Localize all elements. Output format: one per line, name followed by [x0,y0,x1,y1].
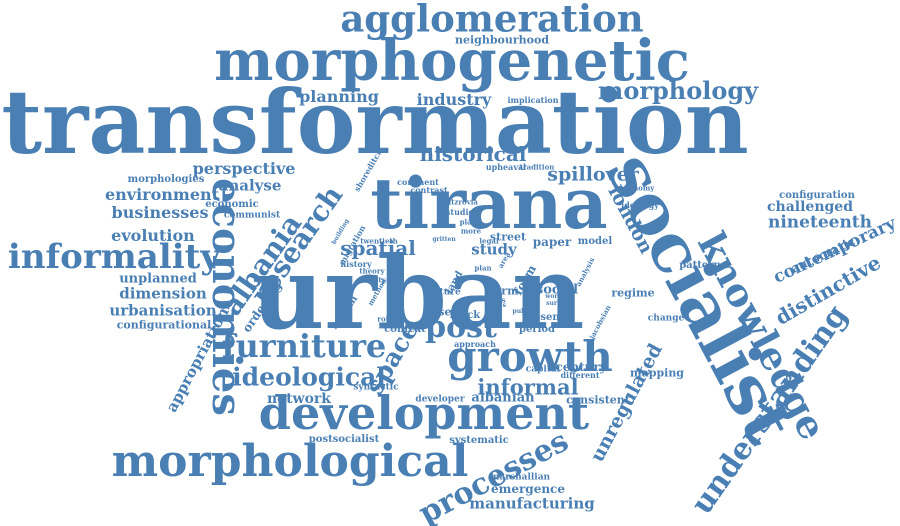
word: context [384,324,426,335]
word: survey [546,300,568,307]
word: emergence [491,482,565,496]
word: ideological [232,362,386,392]
word: neighbourhood [454,33,550,47]
word: morphological [111,436,469,487]
word: businesses [111,203,209,222]
word: spatial [340,236,416,260]
word: tradition [519,162,555,172]
word: block [449,310,481,321]
word: worker [545,293,569,300]
word: street [489,230,527,244]
word: fitzrovia [446,197,478,207]
word: developer [415,394,465,405]
word: dimension [119,284,207,303]
word: morphogenetic [214,28,690,94]
word: pattern [679,260,721,271]
word: studies [445,207,479,217]
word: industry [416,90,492,109]
word: economic [205,199,259,210]
word: evolution [111,226,195,245]
word: tirana [370,162,608,245]
word: public [512,308,534,315]
word: transformation [1,70,749,174]
word: upheaval [485,162,527,172]
word: social [535,282,579,298]
word: furniture [221,327,387,365]
word: spillover [547,163,639,186]
word: syntactic [353,382,399,393]
word: configurational [116,318,212,332]
word: network [266,391,332,407]
word: ideology [621,200,659,210]
word: change [647,313,685,324]
word: informality [7,237,221,277]
word: twentieth [360,236,398,246]
word: postsocialist [308,434,380,445]
word: firm [493,284,519,298]
word: period [518,324,556,335]
word: perspective [192,159,296,178]
word: development [258,386,590,440]
word: implication [507,95,559,105]
word: unplanned [119,271,197,287]
word: environment [104,185,220,204]
word: focus [488,302,506,309]
word: history [340,259,372,269]
word: different [560,370,600,380]
word: urban [251,234,585,352]
word: growth [447,332,613,381]
word: post [425,310,497,345]
word: century [555,360,607,374]
word: challenged [767,199,853,215]
word: legal [479,236,499,246]
word: systematic [449,435,509,446]
word: historical [419,142,527,166]
word: mapping [629,366,685,380]
word: theory [359,266,385,276]
word: paper [532,235,572,249]
word: economy [619,183,655,193]
word: informal [477,374,579,400]
word: plan [474,263,492,273]
word: morphology [597,76,759,105]
word: regime [611,286,655,300]
word: cities [484,295,506,305]
word: planning [299,87,379,106]
word: configuration [779,190,855,201]
word: consistent [566,393,630,407]
word: place [459,217,481,227]
word: capital [525,364,561,375]
word: urbanisation [109,301,217,320]
word: contrast [410,185,448,195]
word: approach [454,339,496,349]
word: comment [397,177,439,187]
word: nature [427,287,461,298]
word: agglomeration [340,0,644,41]
word: model [577,236,613,247]
word: nineteenth [767,212,873,233]
word: communist [223,210,281,221]
word: marshallian [489,472,551,483]
word: manufacturing [469,494,595,513]
word: gritten [432,236,456,243]
word: role [377,314,393,324]
word: analyse [218,176,282,195]
word: present [521,312,565,323]
word: case [424,305,452,319]
word: society [358,275,386,285]
word: more [460,226,482,236]
word: morphologies [127,174,205,185]
word: study [471,240,517,259]
word: albanian [471,390,535,406]
